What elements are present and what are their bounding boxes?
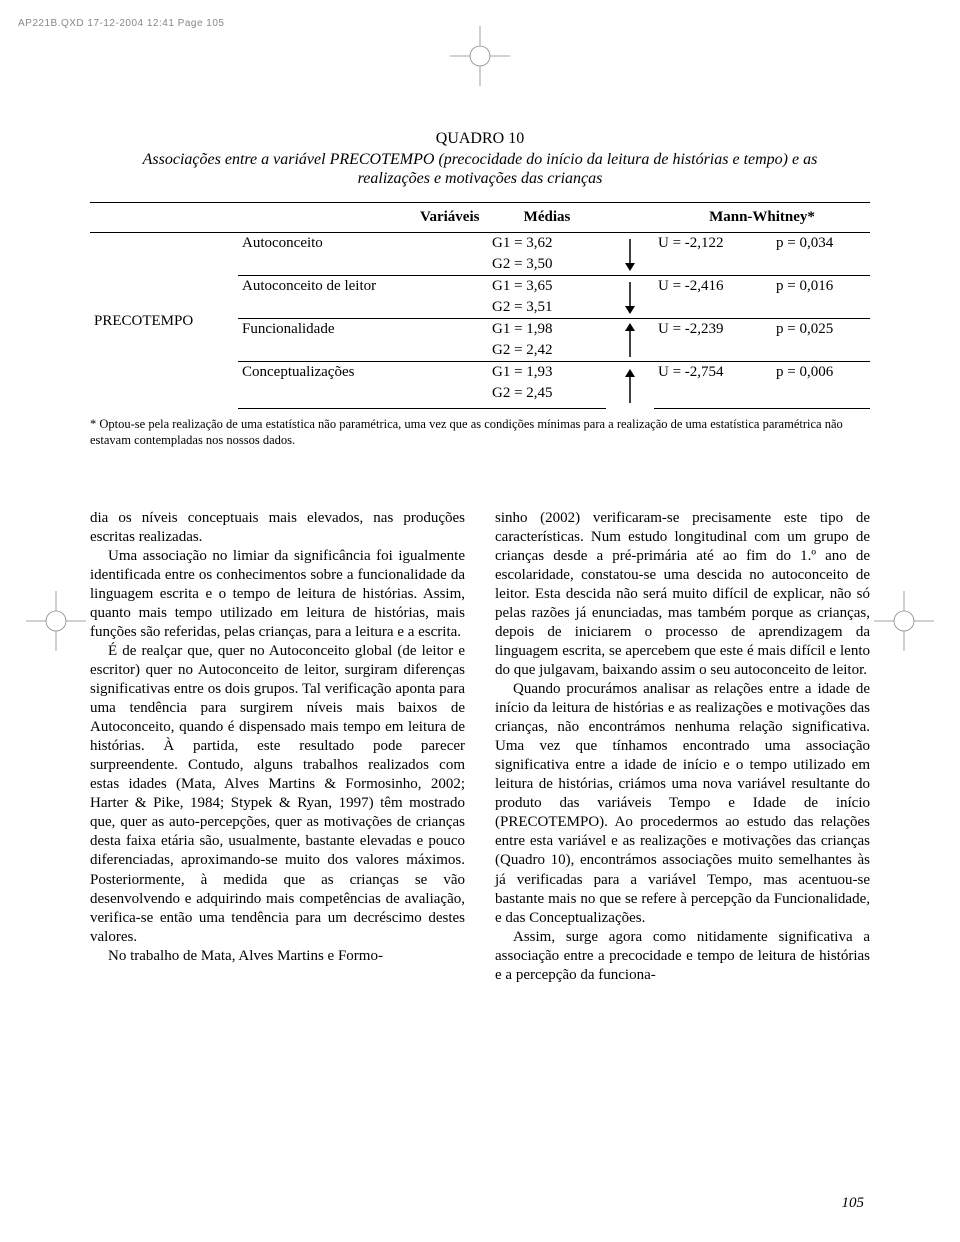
table-footnote: * Optou-se pela realização de uma estatí… [90,417,870,448]
var-name: Autoconceito de leitor [238,276,488,298]
left-label: PRECOTEMPO [90,233,238,409]
body-paragraph: Quando procurámos analisar as relações e… [495,680,870,928]
body-paragraph: sinho (2002) verificaram-se precisamente… [495,509,870,680]
body-paragraph: No trabalho de Mata, Alves Martins e For… [90,947,465,966]
crop-mark-left [26,591,86,651]
page: AP221B.QXD 17-12-2004 12:41 Page 105 QUA… [0,0,960,1242]
crop-mark-right [874,591,934,651]
arrow-down-icon [606,276,654,319]
print-header: AP221B.QXD 17-12-2004 12:41 Page 105 [18,18,224,29]
u-value: U = -2,754 [654,362,772,384]
mean-g1: G1 = 1,98 [488,319,606,341]
th-arrow [606,203,654,233]
mean-g1: G1 = 3,65 [488,276,606,298]
p-value: p = 0,016 [772,276,870,298]
var-name: Conceptualizações [238,362,488,384]
p-value: p = 0,025 [772,319,870,341]
table-header-row: Variáveis Médias Mann-Whitney* [90,203,870,233]
th-blank [90,203,238,233]
table-row: PRECOTEMPO Autoconceito G1 = 3,62 U = -2… [90,233,870,255]
body-paragraph: Assim, surge agora como nitidamente sign… [495,928,870,985]
u-value: U = -2,239 [654,319,772,341]
table-title: Associações entre a variável PRECOTEMPO … [130,150,830,188]
u-value: U = -2,122 [654,233,772,255]
body-paragraph: Uma associação no limiar da significânci… [90,547,465,642]
right-column: sinho (2002) verificaram-se precisamente… [495,509,870,985]
body-paragraph: dia os níveis conceptuais mais elevados,… [90,509,465,547]
table-block: QUADRO 10 Associações entre a variável P… [90,130,870,449]
u-value: U = -2,416 [654,276,772,298]
stat-table: Variáveis Médias Mann-Whitney* PRECOTEMP… [90,202,870,409]
content: QUADRO 10 Associações entre a variável P… [90,0,870,985]
mean-g2: G2 = 2,42 [488,340,606,362]
body-columns: dia os níveis conceptuais mais elevados,… [90,509,870,985]
mean-g1: G1 = 3,62 [488,233,606,255]
body-paragraph: É de realçar que, quer no Autoconceito g… [90,642,465,947]
mean-g1: G1 = 1,93 [488,362,606,384]
th-variaveis [238,203,416,233]
p-value: p = 0,006 [772,362,870,384]
mean-g2: G2 = 3,50 [488,254,606,276]
var-name: Funcionalidade [238,319,488,341]
left-column: dia os níveis conceptuais mais elevados,… [90,509,465,985]
mean-g2: G2 = 3,51 [488,297,606,319]
th-mannwhitney: Mann-Whitney* [654,203,870,233]
p-value: p = 0,034 [772,233,870,255]
mean-g2: G2 = 2,45 [488,383,606,409]
page-number: 105 [842,1195,865,1212]
arrow-up-icon [606,362,654,409]
var-name: Autoconceito [238,233,488,255]
arrow-down-icon [606,233,654,276]
arrow-up-icon [606,319,654,362]
th-medias: Médias [488,203,606,233]
th-variaveis-label: Variáveis [416,203,488,233]
table-number: QUADRO 10 [90,130,870,148]
